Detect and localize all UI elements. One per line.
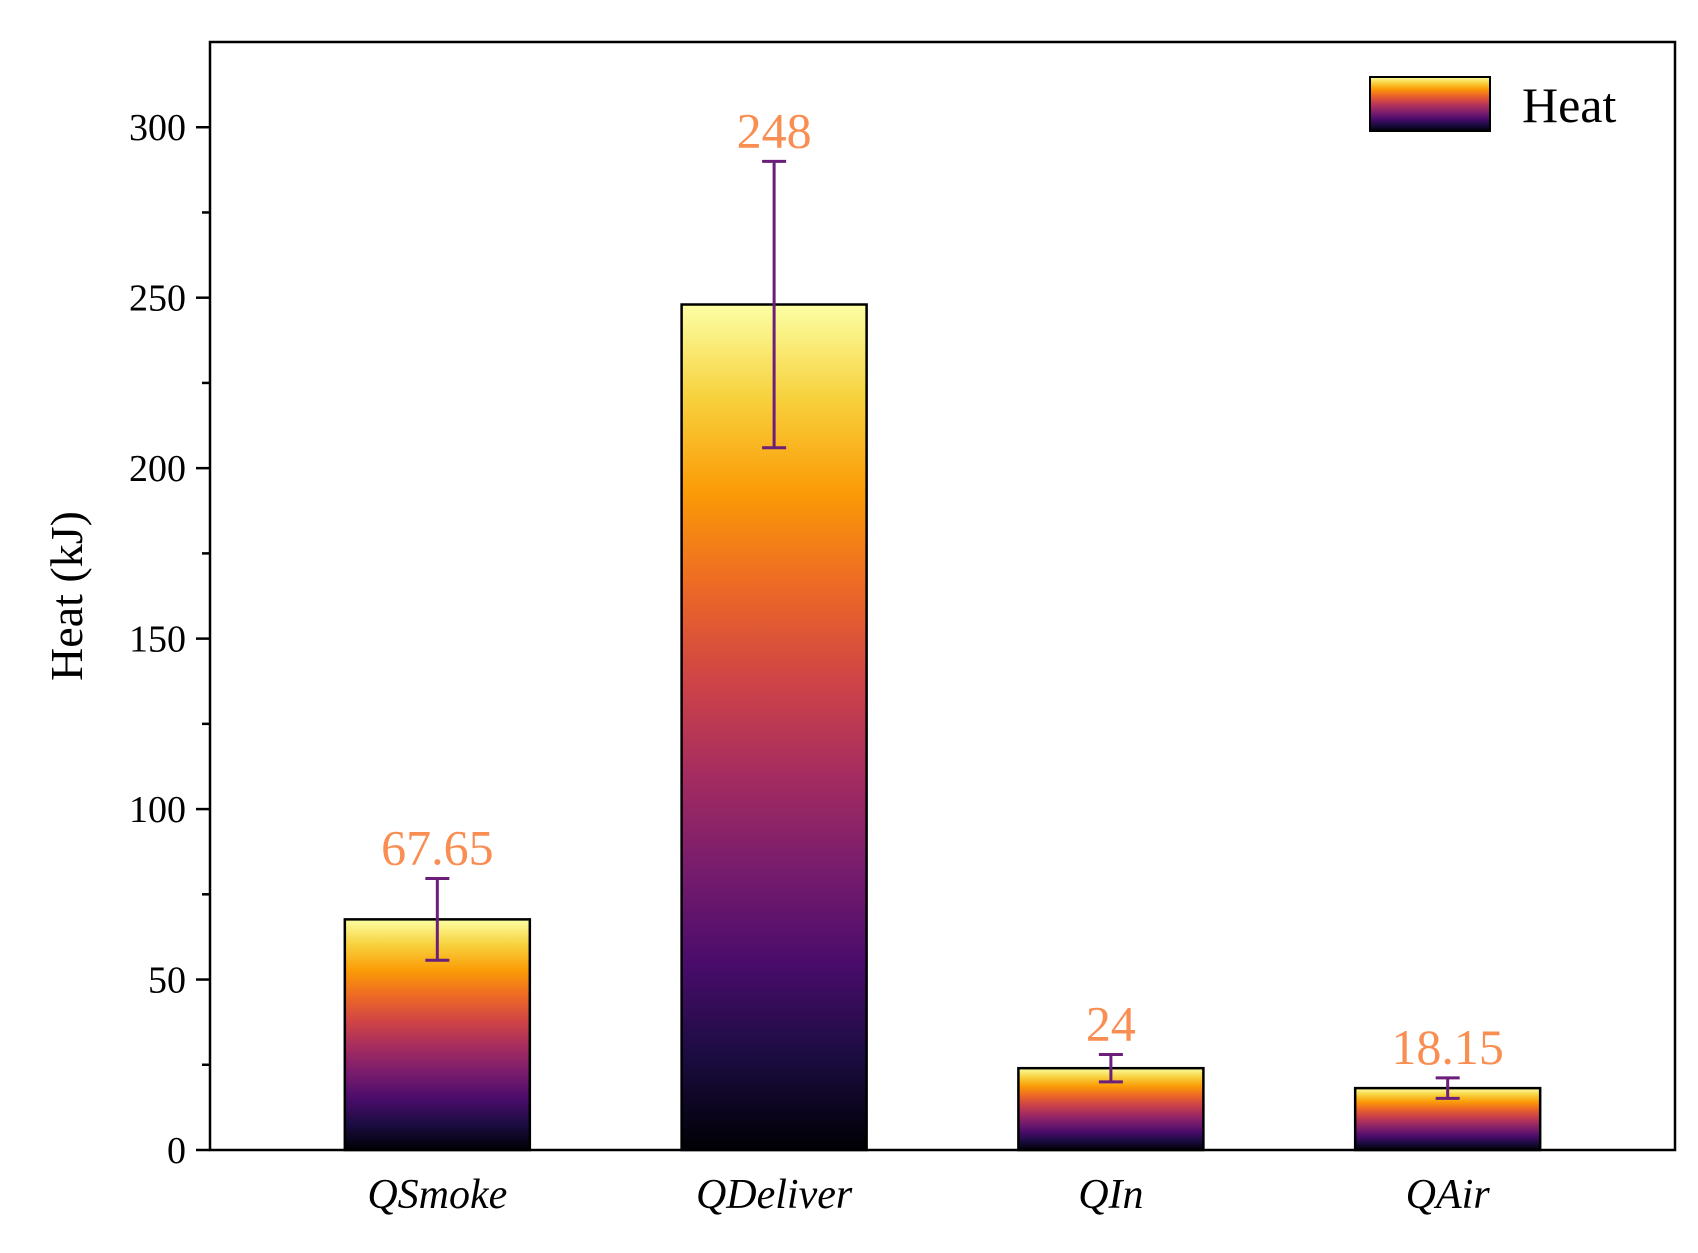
x-tick-label-qdeliver: QDeliver xyxy=(696,1172,853,1218)
error-bar-qsmoke xyxy=(425,876,450,962)
plot-frame xyxy=(208,40,1677,1152)
data-labels-layer: 67.65 248 24 18.15 xyxy=(381,102,1504,1075)
y-tick-label: 100 xyxy=(129,789,186,831)
y-tick-label: 150 xyxy=(129,619,186,661)
y-tick-label: 50 xyxy=(148,960,186,1002)
data-label-qin: 24 xyxy=(1086,996,1136,1052)
data-label-qsmoke: 67.65 xyxy=(381,819,494,875)
bars-layer xyxy=(343,303,1542,1152)
error-bar-qin xyxy=(1098,1053,1123,1084)
legend-label: Heat xyxy=(1522,77,1616,133)
x-tick-label-qsmoke: QSmoke xyxy=(367,1172,507,1218)
y-tick-label: 0 xyxy=(167,1130,186,1172)
error-bars-layer xyxy=(425,159,1460,1100)
x-tick-label-qin: QIn xyxy=(1078,1172,1143,1218)
y-tick-label: 300 xyxy=(129,107,186,149)
y-axis-ticks: 0 50 100 150 200 250 300 xyxy=(129,107,210,1172)
legend-swatch xyxy=(1369,76,1491,132)
y-axis-title: Heat (kJ) xyxy=(41,511,92,681)
data-label-qair: 18.15 xyxy=(1391,1019,1504,1075)
x-axis-labels: QSmoke QDeliver QIn QAir xyxy=(367,1172,1490,1218)
y-tick-label: 200 xyxy=(129,448,186,490)
legend: Heat xyxy=(1369,76,1616,133)
error-bar-qair xyxy=(1435,1076,1460,1100)
x-tick-label-qair: QAir xyxy=(1406,1172,1491,1218)
bar-qair xyxy=(1353,1086,1542,1152)
data-label-qdeliver: 248 xyxy=(737,102,812,158)
y-tick-label: 250 xyxy=(129,278,186,320)
error-bar-qdeliver xyxy=(762,159,787,450)
